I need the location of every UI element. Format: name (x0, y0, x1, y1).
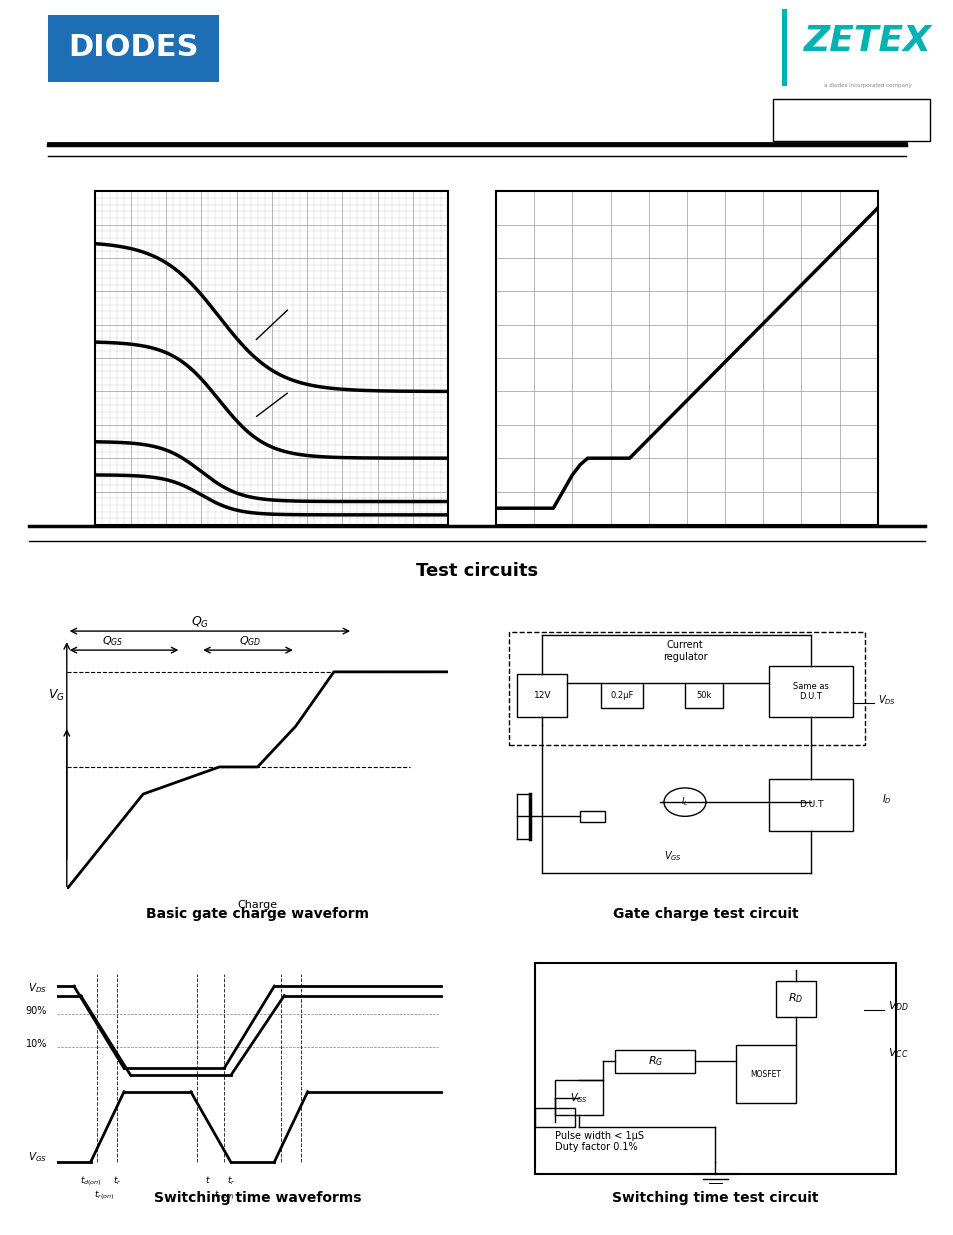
Bar (735, 1045, 795, 1104)
Bar (600, 683, 642, 709)
Text: Test circuits: Test circuits (416, 562, 537, 579)
Text: ZETEX: ZETEX (803, 25, 931, 58)
Text: $V_{DS}$: $V_{DS}$ (877, 693, 895, 706)
Text: $R_G$: $R_G$ (647, 1055, 662, 1068)
Text: $t_{d(on)}$: $t_{d(on)}$ (80, 1174, 101, 1188)
Text: a diodes incorporated company: a diodes incorporated company (823, 84, 911, 89)
Text: $V_{GS}$: $V_{GS}$ (570, 1091, 588, 1104)
Text: Charge: Charge (237, 900, 277, 910)
Text: $I_D$: $I_D$ (882, 792, 891, 806)
Text: $V_{CC}$: $V_{CC}$ (887, 1046, 907, 1061)
Text: 90%: 90% (26, 1007, 47, 1016)
Bar (615, 1050, 695, 1073)
Text: $t_{r(off)}$: $t_{r(off)}$ (213, 1188, 234, 1202)
Bar (775, 982, 815, 1016)
Text: $t_r$: $t_r$ (227, 1174, 234, 1187)
Text: Gate charge test circuit: Gate charge test circuit (613, 906, 798, 921)
Bar (768, 666, 852, 716)
Bar (535, 1108, 575, 1126)
Text: $V_{GS}$: $V_{GS}$ (663, 848, 681, 863)
Text: $V_{DS}$: $V_{DS}$ (29, 981, 47, 994)
Text: $V_{GS}$: $V_{GS}$ (28, 1150, 47, 1163)
Bar (508, 632, 864, 746)
Text: $V_G$: $V_G$ (48, 688, 65, 703)
Text: Basic gate charge waveform: Basic gate charge waveform (146, 906, 369, 921)
Text: 0.2μF: 0.2μF (610, 692, 633, 700)
Text: $V_{DD}$: $V_{DD}$ (887, 999, 908, 1014)
Text: $t$: $t$ (204, 1174, 211, 1186)
Bar (684, 683, 722, 709)
Text: $t_r$: $t_r$ (113, 1174, 121, 1187)
Text: $t_{r(on)}$: $t_{r(on)}$ (93, 1188, 114, 1202)
Bar (579, 810, 604, 823)
Text: Pulse width < 1μS: Pulse width < 1μS (555, 1131, 643, 1141)
Bar (555, 1079, 602, 1115)
Text: Same as
D.U.T: Same as D.U.T (792, 682, 828, 701)
Text: D.U.T: D.U.T (798, 800, 822, 809)
Text: $Q_{GS}$: $Q_{GS}$ (102, 635, 123, 648)
Text: $I_L$: $I_L$ (680, 795, 688, 809)
Text: $R_D$: $R_D$ (787, 990, 802, 1005)
Text: 12V: 12V (533, 692, 551, 700)
Bar (781, 9, 786, 86)
Text: Duty factor 0.1%: Duty factor 0.1% (555, 1142, 638, 1152)
Text: 10%: 10% (26, 1039, 47, 1050)
Text: INCORPORATED: INCORPORATED (99, 69, 168, 79)
Text: $Q_{GD}$: $Q_{GD}$ (238, 635, 261, 648)
Text: $Q_G$: $Q_G$ (191, 615, 210, 630)
Bar (768, 779, 852, 830)
Bar (772, 99, 929, 141)
Bar (48, 15, 219, 82)
Text: DIODES: DIODES (69, 33, 198, 62)
Text: MOSFET: MOSFET (749, 1070, 781, 1078)
Text: Switching time test circuit: Switching time test circuit (612, 1191, 818, 1205)
Text: Switching time waveforms: Switching time waveforms (153, 1191, 361, 1205)
Bar (517, 674, 567, 716)
Text: 50k: 50k (696, 692, 711, 700)
Text: Current
regulator: Current regulator (662, 640, 706, 662)
